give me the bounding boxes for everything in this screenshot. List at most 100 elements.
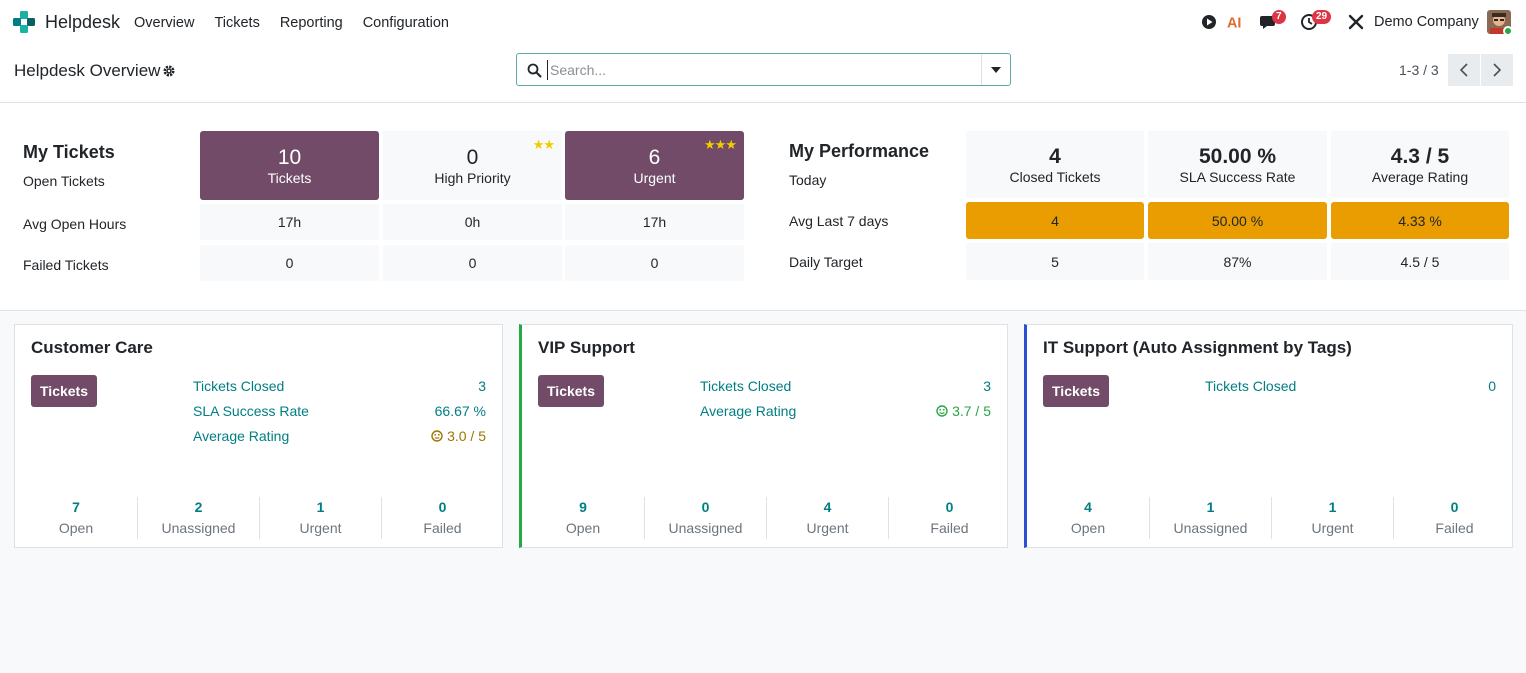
avg-hours-high-priority[interactable]: 0h (383, 204, 562, 240)
footer-open[interactable]: 7 Open (15, 497, 137, 539)
pager-value[interactable]: 1-3 / 3 (1399, 62, 1439, 78)
pager-previous-button[interactable] (1448, 54, 1480, 86)
menu-reporting[interactable]: Reporting (279, 14, 343, 31)
metric-tickets-closed-value[interactable]: 3 (983, 378, 991, 394)
avg-hours-urgent[interactable]: 17h (565, 204, 744, 240)
closed-tickets-today: 4 Closed Tickets (966, 131, 1144, 198)
footer-failed-label: Failed (930, 520, 969, 536)
neutral-face-icon (431, 430, 443, 442)
ai-icon[interactable]: AI (1227, 13, 1245, 31)
footer-unassigned[interactable]: 0 Unassigned (644, 497, 766, 539)
urgent-card[interactable]: ★★★ 6 Urgent (565, 131, 744, 200)
footer-failed[interactable]: 0 Failed (381, 497, 503, 539)
closed-tickets-label: Closed Tickets (1009, 168, 1101, 185)
team-card-customer-care: Customer Care Tickets Tickets Closed 3 S… (14, 324, 503, 548)
team-card-vip-support: VIP Support Tickets Tickets Closed 3 Ave… (519, 324, 1008, 548)
team-card-it-support: IT Support (Auto Assignment by Tags) Tic… (1024, 324, 1513, 548)
metric-tickets-closed-value[interactable]: 3 (478, 378, 486, 394)
metric-tickets-closed-label[interactable]: Tickets Closed (193, 378, 285, 394)
footer-failed-label: Failed (1435, 520, 1474, 536)
team-tickets-button[interactable]: Tickets (31, 375, 97, 407)
pager-next-button[interactable] (1481, 54, 1513, 86)
tickets-label: Tickets (267, 169, 312, 186)
target-average-rating: 4.5 / 5 (1331, 243, 1509, 280)
team-tickets-button[interactable]: Tickets (538, 375, 604, 407)
play-icon[interactable] (1200, 13, 1218, 31)
footer-failed-count: 0 (945, 499, 954, 515)
row-label-today: Today (789, 172, 827, 188)
row-label-avg-last-7-days: Avg Last 7 days (789, 213, 889, 229)
app-name[interactable]: Helpdesk (45, 12, 121, 32)
row-label-daily-target: Daily Target (789, 254, 863, 270)
messages-badge: 7 (1272, 10, 1286, 24)
footer-urgent-label: Urgent (806, 520, 849, 536)
menu-overview[interactable]: Overview (134, 14, 195, 31)
avg7-sla-success: 50.00 % (1148, 202, 1327, 239)
messages-icon[interactable] (1259, 13, 1277, 31)
footer-open[interactable]: 9 Open (522, 497, 644, 539)
metric-tickets-closed-label[interactable]: Tickets Closed (700, 378, 792, 394)
footer-failed[interactable]: 0 Failed (888, 497, 1010, 539)
average-rating-value: 4.3 / 5 (1390, 144, 1450, 168)
gear-icon[interactable] (162, 64, 176, 78)
metric-sla-success-label[interactable]: SLA Success Rate (193, 403, 309, 419)
stats-panel: My Tickets Open Tickets Avg Open Hours F… (0, 103, 1526, 311)
avg-hours-tickets[interactable]: 17h (200, 204, 379, 240)
footer-failed-count: 0 (1450, 499, 1459, 515)
footer-urgent-count: 4 (823, 499, 832, 515)
smiley-face-icon (936, 405, 948, 417)
menu-configuration[interactable]: Configuration (362, 14, 449, 31)
footer-open-count: 9 (579, 499, 587, 515)
closed-tickets-value: 4 (1049, 144, 1061, 168)
urgent-count: 6 (648, 145, 661, 169)
footer-urgent[interactable]: 1 Urgent (259, 497, 381, 539)
three-stars-icon: ★★★ (704, 137, 737, 152)
metric-sla-success-value[interactable]: 66.67 % (434, 403, 486, 419)
footer-unassigned-label: Unassigned (668, 520, 743, 536)
metric-average-rating-label[interactable]: Average Rating (193, 428, 290, 444)
menu-tickets[interactable]: Tickets (214, 14, 260, 31)
team-name[interactable]: IT Support (Auto Assignment by Tags) (1043, 338, 1352, 357)
search-options-toggle[interactable] (981, 54, 1010, 85)
company-switcher[interactable]: Demo Company (1374, 14, 1479, 30)
failed-urgent[interactable]: 0 (565, 245, 744, 281)
footer-unassigned-label: Unassigned (161, 520, 236, 536)
footer-unassigned-label: Unassigned (1173, 520, 1248, 536)
footer-failed-label: Failed (423, 520, 462, 536)
chevron-left-icon (1460, 63, 1468, 77)
footer-urgent[interactable]: 4 Urgent (766, 497, 888, 539)
metric-average-rating-value[interactable]: 3.0 / 5 (431, 428, 486, 444)
footer-open-count: 4 (1084, 499, 1092, 515)
caret-down-icon (991, 66, 1001, 73)
online-status-dot (1503, 26, 1513, 36)
high-priority-card[interactable]: ★★ 0 High Priority (383, 131, 562, 200)
urgent-label: Urgent (633, 169, 676, 186)
footer-open-label: Open (565, 520, 601, 536)
team-name[interactable]: Customer Care (31, 338, 153, 357)
footer-urgent-label: Urgent (1311, 520, 1354, 536)
metric-average-rating-label[interactable]: Average Rating (700, 403, 797, 419)
team-tickets-button[interactable]: Tickets (1043, 375, 1109, 407)
user-avatar[interactable] (1487, 10, 1511, 34)
footer-open[interactable]: 4 Open (1027, 497, 1149, 539)
top-navbar: Helpdesk Overview Tickets Reporting Conf… (0, 0, 1526, 45)
avg7-average-rating: 4.33 % (1331, 202, 1509, 239)
tools-icon[interactable] (1347, 13, 1365, 31)
failed-high-priority[interactable]: 0 (383, 245, 562, 281)
my-tickets-card[interactable]: 10 Tickets (200, 131, 379, 200)
team-name[interactable]: VIP Support (538, 338, 635, 357)
row-label-avg-open-hours: Avg Open Hours (23, 216, 127, 232)
footer-failed[interactable]: 0 Failed (1393, 497, 1515, 539)
footer-urgent[interactable]: 1 Urgent (1271, 497, 1393, 539)
failed-tickets[interactable]: 0 (200, 245, 379, 281)
metric-tickets-closed-value[interactable]: 0 (1488, 378, 1496, 394)
tickets-count: 10 (277, 145, 302, 169)
metric-average-rating-value[interactable]: 3.7 / 5 (936, 403, 991, 419)
chevron-right-icon (1493, 63, 1501, 77)
search-input[interactable] (547, 60, 977, 80)
footer-unassigned[interactable]: 1 Unassigned (1149, 497, 1271, 539)
helpdesk-logo-icon[interactable] (12, 10, 36, 34)
metric-tickets-closed-label[interactable]: Tickets Closed (1205, 378, 1297, 394)
sla-success-value: 50.00 % (1198, 144, 1277, 168)
footer-unassigned[interactable]: 2 Unassigned (137, 497, 259, 539)
